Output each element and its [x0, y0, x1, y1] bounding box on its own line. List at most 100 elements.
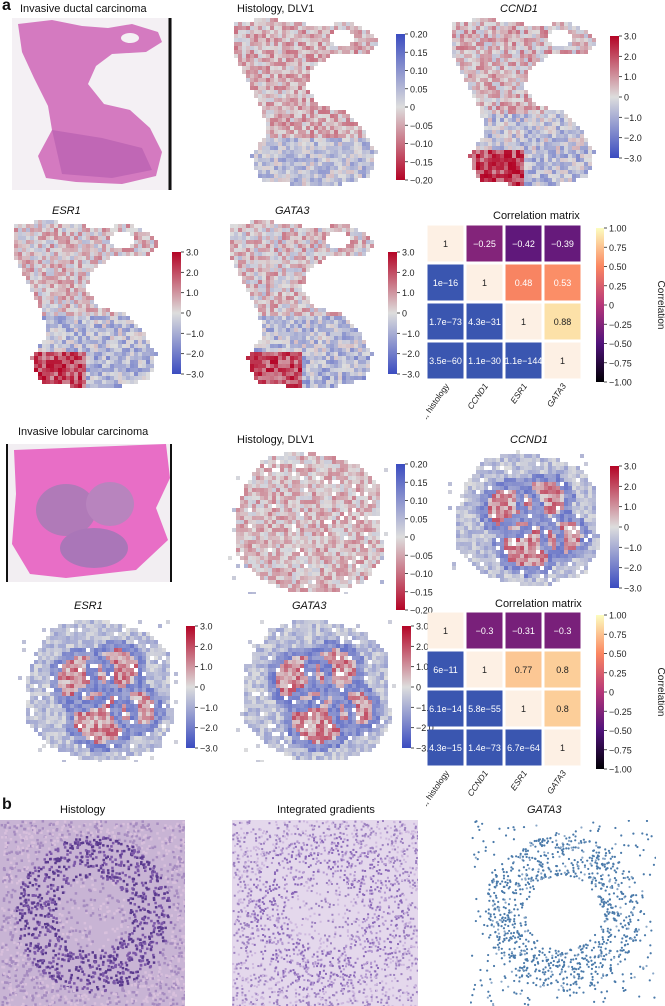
b-histology-title: Histology: [60, 804, 106, 816]
svg-text:1e−16: 1e−16: [433, 278, 458, 288]
svg-text:−1.0: −1.0: [402, 329, 420, 339]
svg-text:−0.25: −0.25: [473, 239, 496, 249]
idc-esr1-title: ESR1: [52, 205, 81, 217]
idc-gata3-title: GATA3: [275, 205, 310, 217]
svg-text:0.88: 0.88: [554, 317, 572, 327]
svg-text:3.5e−60: 3.5e−60: [429, 356, 462, 366]
svg-text:1.0: 1.0: [402, 288, 415, 298]
panel-b-label: b: [2, 796, 12, 813]
svg-text:2.0: 2.0: [186, 268, 199, 278]
idc-dlv1-colorbar: 0.20 0.15 0.10 0.05 0 −0.05 −0.10 −0.15 −0.20: [396, 30, 433, 185]
svg-text:0: 0: [624, 93, 629, 103]
idc-gata3-map: [230, 220, 374, 388]
svg-text:ESR1: ESR1: [508, 381, 529, 405]
svg-text:−0.39: −0.39: [551, 239, 574, 249]
idc-ccnd1-map: [452, 18, 596, 186]
svg-text:0: 0: [609, 301, 614, 311]
b-gata3-image: [470, 820, 656, 1006]
svg-text:1.7e−73: 1.7e−73: [429, 317, 462, 327]
svg-text:2.0: 2.0: [402, 268, 415, 278]
svg-text:0.75: 0.75: [609, 243, 627, 253]
ilc-ccnd1-title: CCND1: [510, 434, 548, 446]
svg-text:2.0: 2.0: [624, 52, 637, 62]
svg-text:0: 0: [402, 309, 407, 319]
svg-text:−1.0: −1.0: [186, 329, 204, 339]
svg-text:1: 1: [443, 239, 448, 249]
b-integrated-gradients-title: Integrated gradients: [277, 804, 375, 816]
ilc-esr1-title: ESR1: [74, 600, 103, 612]
svg-text:1.1e−30: 1.1e−30: [468, 356, 501, 366]
svg-text:−3.0: −3.0: [624, 154, 642, 163]
svg-text:0.53: 0.53: [554, 278, 572, 288]
idc-esr1-map: [14, 220, 158, 388]
svg-text:Correlation: Correlation: [655, 281, 665, 330]
svg-text:0.48: 0.48: [515, 278, 533, 288]
svg-text:−3.0: −3.0: [186, 370, 204, 379]
ilc-he-title: Invasive lobular carcinoma: [18, 426, 149, 438]
idc-esr1-colorbar: 3.0 2.0 1.0 0 −1.0 −2.0 −3.0: [172, 248, 204, 379]
b-histology-image: [0, 820, 185, 1006]
idc-ccnd1-title: CCND1: [500, 3, 538, 15]
svg-text:0.15: 0.15: [410, 48, 428, 58]
svg-text:−2.0: −2.0: [402, 349, 420, 359]
idc-ccnd1-colorbar: 3.0 2.0 1.0 0 −1.0 −2.0 −3.0: [610, 32, 642, 163]
ilc-ccnd1-map: [448, 450, 600, 586]
svg-text:−0.10: −0.10: [410, 139, 433, 149]
ilc-he-image: [6, 444, 172, 582]
svg-text:1.0: 1.0: [186, 288, 199, 298]
svg-text:0.10: 0.10: [410, 66, 428, 76]
svg-text:0.20: 0.20: [410, 30, 428, 40]
idc-dlv1-title: Histology, DLV1: [237, 3, 315, 15]
svg-text:3.0: 3.0: [402, 248, 415, 258]
svg-text:3.0: 3.0: [186, 248, 199, 258]
b-integrated-gradients-image: [232, 820, 418, 1006]
svg-text:0: 0: [186, 309, 191, 319]
panel-a-label: a: [2, 0, 11, 14]
ilc-dlv1-map: [228, 452, 388, 594]
idc-correlation-matrix: 1 −0.25 −0.42 −0.39 1e−16 1 0.48 0.53 1.7e−73 4.3…: [426, 224, 665, 420]
ilc-esr1-map: [18, 620, 178, 762]
svg-text:1.0: 1.0: [624, 72, 637, 82]
svg-text:0.05: 0.05: [410, 84, 428, 94]
svg-text:4.3e−31: 4.3e−31: [468, 317, 501, 327]
svg-text:CCND1: CCND1: [465, 381, 490, 411]
svg-text:−1.00: −1.00: [609, 378, 632, 388]
svg-text:1.00: 1.00: [609, 224, 627, 234]
svg-text:GATA3: GATA3: [545, 381, 569, 409]
svg-text:−2.0: −2.0: [624, 133, 642, 143]
svg-text:1.1e−144: 1.1e−144: [505, 356, 543, 366]
ilc-dlv1-title: Histology, DLV1: [237, 434, 315, 446]
svg-text:−0.75: −0.75: [609, 358, 632, 368]
svg-text:−0.15: −0.15: [410, 157, 433, 167]
svg-text:−0.20: −0.20: [410, 176, 433, 185]
ilc-gata3-colorbar: 3.02.01.00−1.0−2.0−3.0: [402, 622, 434, 752]
svg-text:−1.0: −1.0: [624, 113, 642, 123]
svg-text:−2.0: −2.0: [186, 349, 204, 359]
ilc-esr1-colorbar: 3.02.01.00−1.0−2.0−3.0: [186, 622, 218, 752]
svg-text:1: 1: [521, 317, 526, 327]
svg-text:0.50: 0.50: [609, 262, 627, 272]
ilc-correlation-matrix: 1 −0.3 −0.31 −0.36e−11 1 0.77 0.86.1e−14 5.8e−5…: [426, 611, 665, 807]
idc-dlv1-map: [234, 18, 378, 186]
idc-he-image: [12, 18, 172, 190]
b-gata3-title: GATA3: [527, 804, 562, 816]
idc-gata3-colorbar: 3.0 2.0 1.0 0 −1.0 −2.0 −3.0: [388, 248, 420, 379]
svg-text:3.0: 3.0: [624, 32, 637, 42]
ilc-gata3-title: GATA3: [292, 600, 327, 612]
idc-matrix-title: Correlation matrix: [493, 210, 580, 222]
ilc-ccnd1-colorbar: 3.02.01.00−1.0−2.0−3.0: [610, 462, 642, 592]
svg-text:−3.0: −3.0: [402, 370, 420, 379]
svg-text:0: 0: [410, 103, 415, 113]
svg-text:0.25: 0.25: [609, 281, 627, 291]
svg-text:−0.42: −0.42: [512, 239, 535, 249]
idc-he-title: Invasive ductal carcinoma: [20, 3, 147, 15]
svg-text:1: 1: [482, 278, 487, 288]
ilc-matrix-title: Correlation matrix: [495, 598, 582, 610]
svg-text:−0.50: −0.50: [609, 339, 632, 349]
ilc-dlv1-colorbar: 0.200.150.100.050−0.05−0.10−0.15−0.20: [396, 460, 433, 614]
svg-text:1: 1: [560, 356, 565, 366]
svg-text:DLV1, histology: DLV1, histology: [426, 381, 452, 420]
ilc-gata3-map: [236, 620, 396, 762]
svg-text:−0.05: −0.05: [410, 121, 433, 131]
